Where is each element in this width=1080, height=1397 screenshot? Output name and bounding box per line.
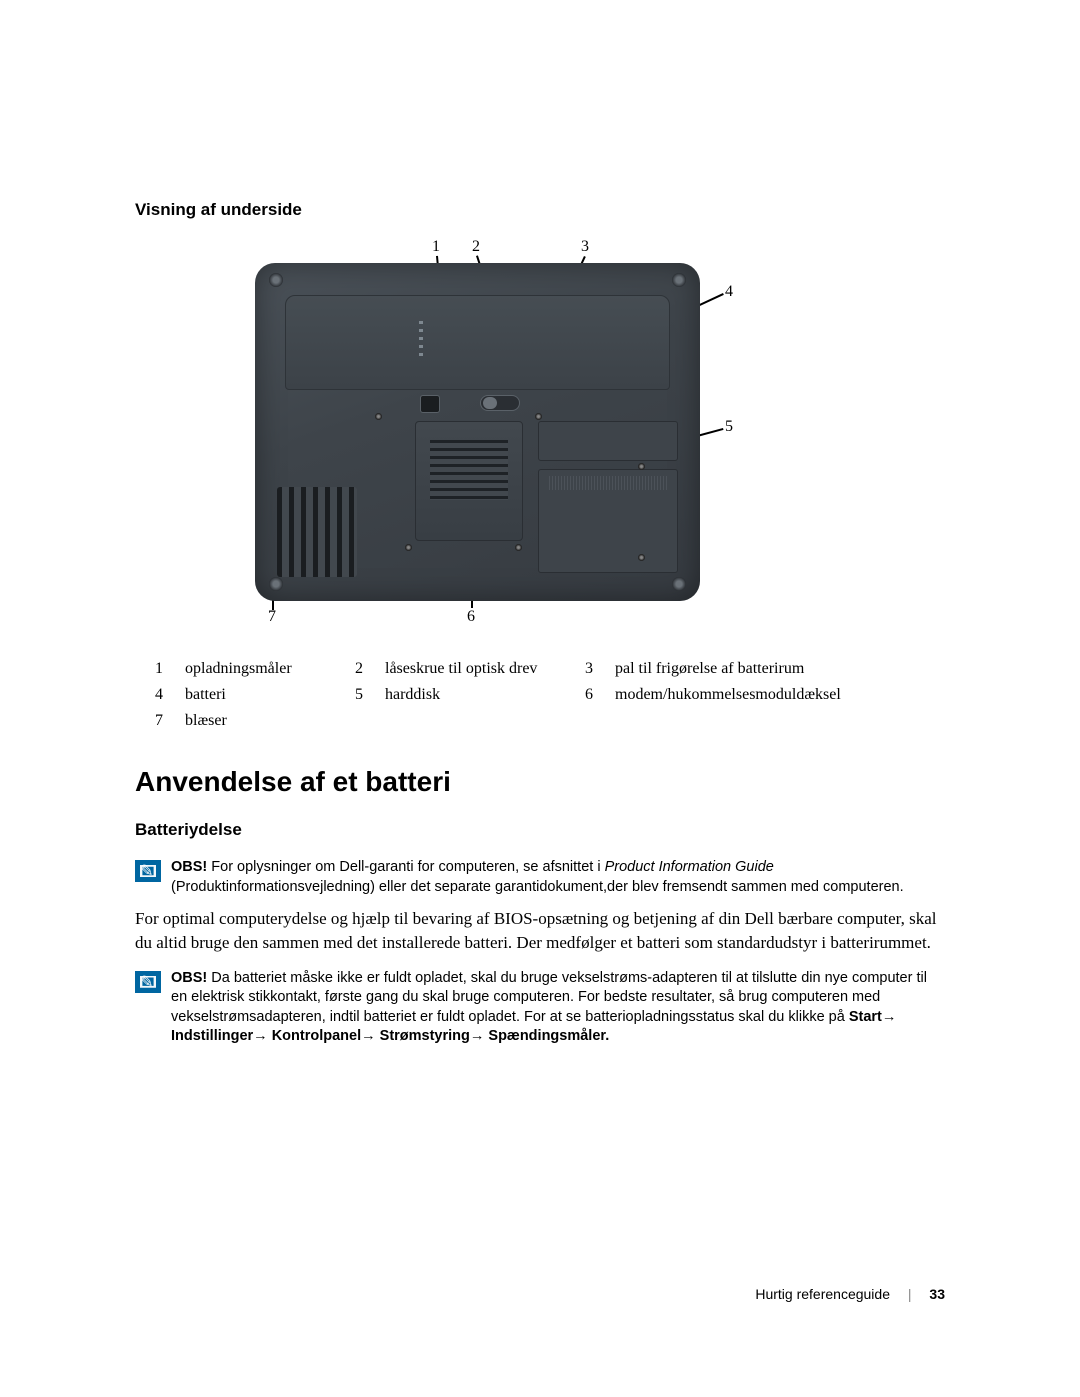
legend-label: opladningsmåler bbox=[185, 656, 355, 682]
battery-release-latch bbox=[480, 395, 520, 411]
rubber-foot bbox=[672, 273, 686, 287]
note-pre: For oplysninger om Dell-garanti for comp… bbox=[207, 859, 604, 875]
callout-5-num: 5 bbox=[725, 418, 733, 436]
screw bbox=[405, 544, 412, 551]
note-icon bbox=[135, 860, 161, 882]
callout-7-num: 7 bbox=[268, 608, 276, 626]
legend-label: harddisk bbox=[385, 682, 585, 708]
center-cover bbox=[415, 421, 523, 541]
screw bbox=[375, 413, 382, 420]
legend-num: 4 bbox=[155, 682, 185, 708]
obs-label: OBS! bbox=[171, 859, 207, 875]
product-info-guide-title: Product Information Guide bbox=[605, 859, 774, 875]
vent-slits bbox=[430, 440, 508, 500]
note-block-charging: OBS! Da batteriet måske ikke er fuldt op… bbox=[135, 969, 945, 1047]
note-body: Da batteriet måske ikke er fuldt opladet… bbox=[171, 970, 927, 1025]
footer-title: Hurtig referenceguide bbox=[755, 1286, 890, 1302]
screw bbox=[638, 463, 645, 470]
callout-4-num: 4 bbox=[725, 283, 733, 301]
screw bbox=[535, 413, 542, 420]
note-block-warranty: OBS! For oplysninger om Dell-garanti for… bbox=[135, 858, 945, 897]
legend-num: 7 bbox=[155, 708, 185, 734]
note-text: OBS! Da batteriet måske ikke er fuldt op… bbox=[171, 969, 945, 1047]
section-heading-bottom-view: Visning af underside bbox=[135, 200, 945, 220]
diagram-legend-table: 1 opladningsmåler 2 låseskrue til optisk… bbox=[155, 656, 851, 734]
section-heading-battery-performance: Batteriydelse bbox=[135, 820, 945, 840]
rubber-foot bbox=[269, 273, 283, 287]
body-paragraph: For optimal computerydelse og hjælp til … bbox=[135, 907, 945, 955]
legend-num: 5 bbox=[355, 682, 385, 708]
note-text: OBS! For oplysninger om Dell-garanti for… bbox=[171, 858, 945, 897]
legend-label: batteri bbox=[185, 682, 355, 708]
rubber-foot bbox=[672, 577, 686, 591]
table-row: 4 batteri 5 harddisk 6 modem/hukommelses… bbox=[155, 682, 851, 708]
laptop-underside-diagram: 1 2 3 4 5 6 7 bbox=[135, 238, 945, 638]
modem-memory-cover bbox=[538, 469, 678, 573]
rubber-foot bbox=[269, 577, 283, 591]
fan-vent bbox=[277, 487, 357, 577]
page-footer: Hurtig referenceguide | 33 bbox=[755, 1286, 945, 1302]
table-row: 7 blæser bbox=[155, 708, 851, 734]
page-number: 33 bbox=[929, 1286, 945, 1302]
charge-indicator bbox=[419, 321, 423, 361]
battery-bay bbox=[285, 295, 670, 390]
footer-separator: | bbox=[908, 1286, 912, 1302]
legend-num: 1 bbox=[155, 656, 185, 682]
legend-num: 2 bbox=[355, 656, 385, 682]
legend-num: 6 bbox=[585, 682, 615, 708]
page-heading-battery-usage: Anvendelse af et batteri bbox=[135, 766, 945, 798]
compliance-label bbox=[549, 476, 667, 490]
obs-label: OBS! bbox=[171, 970, 207, 986]
table-row: 1 opladningsmåler 2 låseskrue til optisk… bbox=[155, 656, 851, 682]
note-icon bbox=[135, 971, 161, 993]
callout-2-num: 2 bbox=[472, 238, 480, 256]
callout-6-num: 6 bbox=[467, 608, 475, 626]
legend-label: blæser bbox=[185, 708, 355, 734]
laptop-base bbox=[255, 263, 700, 601]
screw bbox=[515, 544, 522, 551]
screw bbox=[638, 554, 645, 561]
hdd-cover bbox=[538, 421, 678, 461]
note-post: (Produktinformationsvejledning) eller de… bbox=[171, 879, 904, 895]
callout-3-num: 3 bbox=[581, 238, 589, 256]
optical-lock-screw bbox=[420, 395, 440, 413]
legend-label: modem/hukommelsesmoduldæksel bbox=[615, 682, 851, 708]
callout-1-num: 1 bbox=[432, 238, 440, 256]
legend-label: pal til frigørelse af batterirum bbox=[615, 656, 851, 682]
legend-num: 3 bbox=[585, 656, 615, 682]
legend-label: låseskrue til optisk drev bbox=[385, 656, 585, 682]
